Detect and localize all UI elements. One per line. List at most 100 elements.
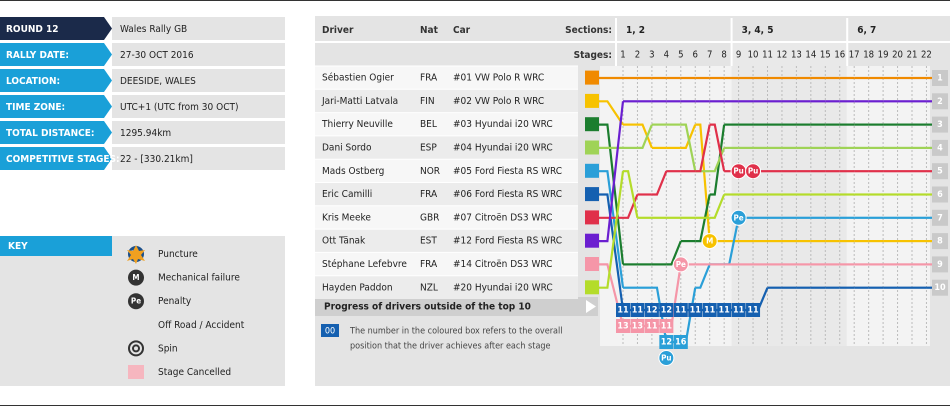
outside-box (616, 303, 630, 317)
finish-box (932, 256, 948, 273)
key-title: KEY (8, 241, 28, 252)
stage-label: 11 (762, 50, 773, 61)
position-segment (695, 124, 711, 173)
driver-color (585, 70, 599, 85)
info-label-cell (0, 17, 112, 40)
event-icon (701, 233, 718, 250)
position-segment (637, 123, 653, 149)
position-segment (599, 101, 625, 243)
stage-label: 22 (921, 50, 932, 61)
driver-car: #12 Ford Fiesta RS WRC (453, 236, 562, 247)
position-segment (680, 124, 697, 149)
position-segment (599, 171, 625, 289)
outside-box (673, 303, 688, 317)
outside-box (702, 303, 717, 317)
info-value-cell (112, 95, 285, 118)
event-icon (730, 209, 747, 226)
info-value-cell (112, 17, 285, 40)
driver-nat: FIN (420, 96, 435, 107)
info-value: DEESIDE, WALES (120, 76, 196, 87)
stage-label: 13 (791, 50, 802, 61)
key-symbol: Pe (131, 297, 141, 306)
info-value: 1295.94km (120, 128, 171, 139)
position-segment (599, 100, 624, 126)
finish-box (932, 233, 948, 250)
stage-label: 6 (693, 50, 698, 61)
position-segment (695, 123, 711, 242)
outside-label: 12 (661, 306, 672, 316)
driver-car: #14 Citroën DS3 WRC (453, 259, 552, 270)
key-label: Spin (158, 343, 178, 354)
info-value: UTC+1 (UTC from 30 OCT) (120, 102, 238, 113)
info-label-cell (0, 95, 112, 118)
position-segment (637, 124, 653, 149)
stage-label: 2 (635, 50, 640, 61)
driver-nat: EST (420, 236, 437, 247)
event-symbol: Pu (733, 167, 743, 176)
event-symbol: Pe (734, 213, 744, 222)
position-segment (599, 193, 625, 311)
outside-label: 11 (675, 306, 687, 316)
header: Sections: (565, 25, 612, 36)
info-label-cell (0, 147, 112, 170)
outside-label: 11 (632, 306, 644, 316)
driver-color (585, 117, 599, 132)
outside-box (644, 319, 659, 333)
section-label: 6, 7 (857, 25, 876, 36)
stage-label: 18 (863, 50, 874, 61)
driver-row (315, 159, 578, 183)
finish-label: 8 (937, 237, 943, 247)
outside-box (659, 303, 674, 317)
info-value: 22 - [330.21km] (120, 154, 193, 165)
outside-box (659, 319, 674, 333)
stage-label: 10 (748, 50, 759, 61)
driver-row (315, 205, 578, 230)
finish-label: 5 (937, 167, 943, 177)
note-text: The number in the coloured box refers to… (349, 327, 563, 337)
header: Nat (420, 25, 439, 36)
outside-box (616, 319, 630, 333)
outside-label: 11 (661, 322, 673, 332)
driver-car: #02 VW Polo R WRC (453, 96, 544, 107)
driver-car: #20 Hyundai i20 WRC (453, 282, 553, 293)
key-label: Penalty (158, 296, 192, 307)
note-text: position that the driver achieves after … (350, 342, 551, 352)
outside-label: 11 (704, 306, 716, 316)
info-label: LOCATION: (6, 76, 60, 87)
driver-car: #04 Hyundai i20 WRC (453, 143, 553, 154)
driver-row (315, 89, 578, 113)
info-label-cell (0, 43, 112, 66)
outside-label: 11 (646, 322, 658, 332)
stage-label: 9 (736, 50, 741, 61)
header: Stages: (574, 50, 612, 61)
driver-nat: FRA (420, 189, 438, 200)
driver-name: Kris Meeke (322, 212, 371, 223)
stage-label: 16 (834, 50, 845, 61)
finish-box (932, 186, 948, 203)
finish-label: 7 (937, 213, 943, 223)
driver-name: Sébastien Ogier (322, 72, 394, 84)
outside-box (731, 303, 746, 317)
stage-label: 20 (892, 50, 903, 61)
section-label: 3, 4, 5 (742, 25, 774, 36)
info-label: ROUND 12 (6, 24, 59, 35)
driver-nat: NZL (420, 282, 438, 293)
driver-row (315, 275, 578, 299)
driver-name: Jari-Matti Latvala (321, 96, 398, 107)
info-value-cell (112, 121, 285, 144)
driver-name: Mads Ostberg (322, 166, 384, 177)
info-label: RALLY DATE: (6, 50, 69, 61)
driver-row (315, 135, 578, 160)
outside-label: 13 (632, 322, 643, 332)
driver-name: Hayden Paddon (322, 282, 393, 293)
key-icon (132, 344, 140, 353)
driver-nat: FRA (420, 259, 438, 270)
key-label: Mechanical failure (158, 273, 240, 284)
position-segment (651, 170, 668, 196)
outside-box (659, 335, 674, 349)
stage-label: 3 (649, 50, 654, 61)
driver-car: #05 Ford Fiesta RS WRC (453, 166, 562, 177)
driver-color (585, 280, 599, 295)
stage-label: 7 (707, 50, 712, 61)
driver-nat: FRA (420, 73, 438, 84)
